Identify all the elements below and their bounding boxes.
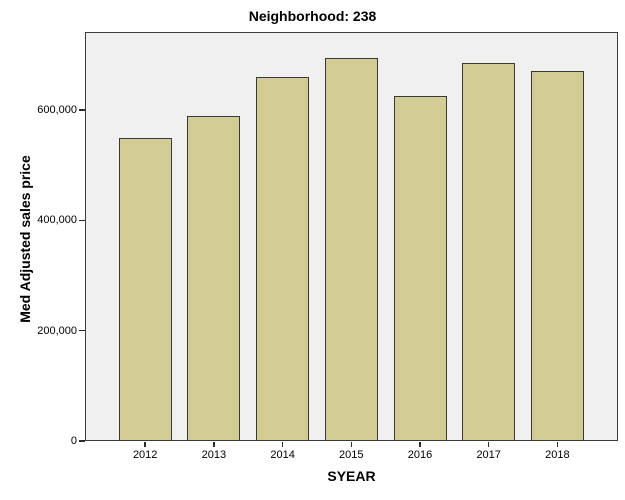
y-tick-label: 400,000	[37, 214, 77, 227]
x-tick-label: 2012	[132, 449, 158, 461]
x-tick-label: 2014	[270, 449, 295, 461]
bar	[462, 63, 516, 441]
y-tick-mark	[79, 329, 85, 332]
y-tick-label: 200,000	[37, 324, 77, 337]
y-tick-mark	[79, 109, 85, 111]
y-axis-title: Med Adjusted sales price	[17, 155, 33, 323]
y-tick-mark	[79, 219, 85, 222]
chart-title: Neighborhood: 238	[248, 8, 377, 24]
x-tick-label: 2016	[407, 449, 433, 461]
x-tick-mark	[213, 442, 215, 447]
x-tick-label: 2015	[339, 449, 364, 461]
x-tick-mark	[281, 442, 284, 447]
bar	[187, 115, 241, 441]
x-tick-mark	[487, 442, 490, 447]
y-tick-label: 0	[70, 435, 77, 447]
bar	[256, 77, 310, 441]
y-tick-mark	[79, 440, 85, 442]
bar	[324, 57, 378, 441]
x-axis-title: SYEAR	[327, 468, 376, 484]
x-tick-mark	[350, 442, 353, 447]
x-tick-label: 2018	[545, 449, 570, 461]
x-tick-mark	[556, 442, 559, 447]
x-tick-mark	[419, 442, 421, 447]
bar	[393, 96, 447, 441]
x-tick-label: 2013	[201, 449, 227, 461]
y-tick-label: 600,000	[37, 104, 77, 117]
bar	[118, 137, 172, 441]
bar	[530, 71, 584, 441]
x-tick-mark	[144, 442, 146, 447]
x-tick-label: 2017	[476, 449, 501, 461]
